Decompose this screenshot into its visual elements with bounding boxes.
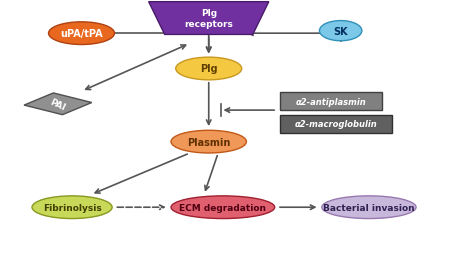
Text: ECM degradation: ECM degradation (179, 203, 266, 212)
Ellipse shape (319, 22, 362, 42)
Ellipse shape (48, 23, 115, 45)
Polygon shape (149, 3, 269, 35)
Text: uPA/tPA: uPA/tPA (60, 29, 103, 39)
Ellipse shape (176, 58, 242, 81)
FancyBboxPatch shape (280, 116, 392, 133)
Text: Plg: Plg (200, 64, 218, 74)
Text: α2-macroglobulin: α2-macroglobulin (294, 120, 377, 129)
Text: PAI: PAI (49, 97, 67, 112)
Polygon shape (24, 93, 92, 115)
Ellipse shape (171, 196, 275, 219)
Text: Plg
receptors: Plg receptors (184, 9, 233, 29)
Text: Plasmin: Plasmin (187, 137, 230, 147)
Text: Fibrinolysis: Fibrinolysis (43, 203, 101, 212)
FancyBboxPatch shape (280, 93, 382, 111)
Ellipse shape (322, 196, 416, 219)
Text: α2-antiplasmin: α2-antiplasmin (296, 97, 366, 106)
Text: Bacterial invasion: Bacterial invasion (323, 203, 415, 212)
Text: SK: SK (333, 27, 348, 37)
Ellipse shape (32, 196, 112, 219)
Ellipse shape (171, 131, 246, 153)
